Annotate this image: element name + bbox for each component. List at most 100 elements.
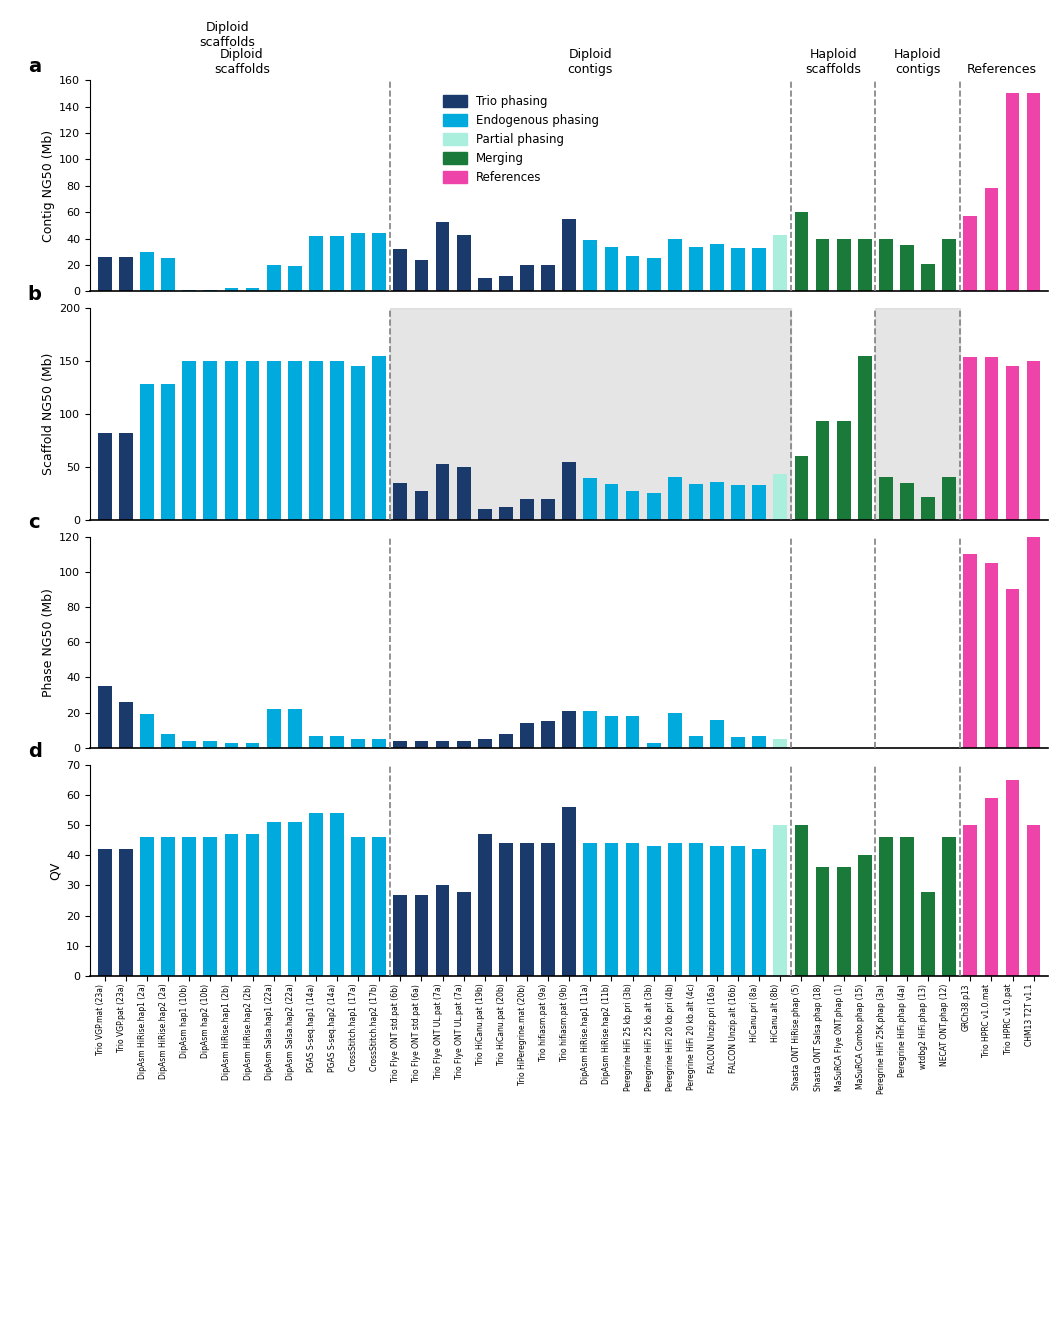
Bar [267,709,281,747]
Bar [752,247,766,291]
Bar [1027,94,1041,291]
Bar [837,868,850,976]
Bar [1006,94,1020,291]
Bar [815,868,829,976]
Bar [584,711,597,747]
Bar [161,734,175,747]
Bar [1027,361,1041,520]
Bar [478,739,491,747]
Bar [773,475,787,520]
Bar [288,822,302,976]
Bar [161,258,175,291]
Bar [689,844,703,976]
Bar [352,837,365,976]
Bar [352,366,365,520]
Bar [605,246,618,291]
Bar [203,837,217,976]
Bar [1027,825,1041,976]
Bar [414,741,428,747]
Bar [752,735,766,747]
Bar [456,741,470,747]
Text: a: a [28,57,41,76]
Bar [288,361,302,520]
Bar [1006,590,1020,747]
Text: b: b [28,285,41,305]
Text: Diploid
scaffolds: Diploid scaffolds [199,20,255,48]
Bar [352,234,365,291]
Bar [773,235,787,291]
Bar [647,258,661,291]
Bar [435,741,449,747]
Bar [267,265,281,291]
Bar [731,247,744,291]
Bar [752,485,766,520]
Bar [668,844,682,976]
Bar [330,237,344,291]
Bar [731,737,744,747]
Bar [394,894,408,976]
Bar [140,714,154,747]
Bar [373,234,387,291]
Bar [605,484,618,520]
Bar [647,742,661,747]
Bar [203,741,217,747]
Text: d: d [28,742,41,761]
Bar [499,844,513,976]
Bar [1006,779,1020,976]
Bar [246,834,259,976]
Bar [478,278,491,291]
Bar [394,483,408,520]
Bar [119,702,132,747]
Bar [711,243,724,291]
Bar [921,892,935,976]
Bar [119,849,132,976]
Bar [352,739,365,747]
Bar [879,477,893,520]
Bar [584,479,597,520]
Bar [985,357,999,520]
Bar [731,485,744,520]
Bar [225,361,238,520]
Bar [309,237,323,291]
Bar [879,239,893,291]
Bar [626,491,640,520]
Bar [1006,366,1020,520]
Bar [119,257,132,291]
Bar [605,717,618,747]
Bar [921,263,935,291]
Y-axis label: Scaffold NG50 (Mb): Scaffold NG50 (Mb) [42,353,55,475]
Bar [414,259,428,291]
Bar [794,825,808,976]
Bar [605,844,618,976]
Bar [330,813,344,976]
Bar [731,846,744,976]
Legend: Trio phasing, Endogenous phasing, Partial phasing, Merging, References: Trio phasing, Endogenous phasing, Partia… [438,91,604,189]
Bar [414,491,428,520]
Bar [309,813,323,976]
Bar [520,723,534,747]
Bar [858,239,872,291]
Bar [97,257,111,291]
Bar [964,217,977,291]
Bar [626,844,640,976]
Bar [858,356,872,520]
Bar [584,241,597,291]
Bar [689,735,703,747]
Bar [562,461,576,520]
Bar [246,287,259,291]
Bar [985,189,999,291]
Bar [689,246,703,291]
Bar [562,808,576,976]
Bar [267,822,281,976]
Bar [668,477,682,520]
Bar [225,742,238,747]
Bar [478,834,491,976]
Bar [520,499,534,520]
Bar [499,275,513,291]
Bar [964,357,977,520]
Text: Diploid
contigs: Diploid contigs [568,48,613,76]
Bar [394,249,408,291]
Text: Haploid
contigs: Haploid contigs [894,48,941,76]
Bar [689,484,703,520]
Bar [943,837,956,976]
